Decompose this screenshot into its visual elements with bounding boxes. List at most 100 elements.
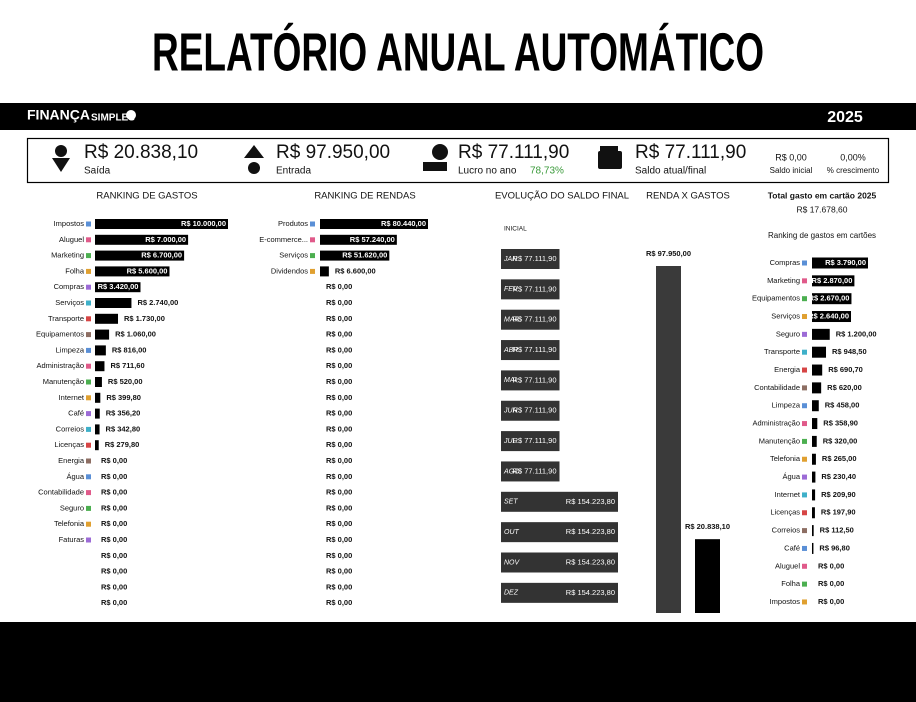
value-label: R$ 0,00 bbox=[326, 535, 352, 544]
bar bbox=[812, 525, 814, 537]
bar bbox=[812, 275, 855, 287]
category-label: Internet bbox=[775, 490, 801, 499]
balance-bar bbox=[501, 249, 560, 269]
value-label: R$ 3.790,00 bbox=[825, 258, 866, 267]
value-label: R$ 10.000,00 bbox=[181, 219, 226, 228]
value-label: R$ 458,00 bbox=[825, 401, 860, 410]
section-title: RANKING DE GASTOS bbox=[96, 191, 197, 202]
bar bbox=[812, 346, 827, 358]
category-label: Água bbox=[782, 472, 800, 481]
month-label: DEZ bbox=[504, 590, 519, 597]
category-icon bbox=[86, 237, 91, 243]
content: R$ 20.838,10 Saída R$ 97.950,00 Entrada R$ 7… bbox=[36, 142, 880, 613]
value-label: R$ 6.700,00 bbox=[141, 251, 182, 260]
value-label: R$ 3.420,00 bbox=[98, 282, 139, 291]
value-label: R$ 7.000,00 bbox=[145, 235, 186, 244]
value-label: R$ 711,60 bbox=[110, 361, 144, 370]
balance-bar bbox=[501, 461, 560, 482]
category-icon bbox=[802, 510, 807, 516]
value-label: R$ 342,80 bbox=[106, 424, 141, 433]
value-label: R$ 1.730,00 bbox=[124, 314, 165, 323]
category-label: Faturas bbox=[59, 535, 85, 544]
section-title: EVOLUÇÃO DO SALDO FINAL bbox=[495, 191, 629, 202]
category-icon bbox=[802, 403, 807, 409]
card-total: R$ 17.678,60 bbox=[796, 204, 847, 214]
month-label: JUL bbox=[503, 438, 517, 445]
value-label: R$ 197,90 bbox=[821, 508, 856, 517]
category-label: Manutenção bbox=[43, 377, 84, 386]
category-label: Contabilidade bbox=[38, 488, 84, 497]
card-label: Entrada bbox=[276, 166, 311, 177]
value-label: R$ 0,00 bbox=[818, 597, 844, 606]
value-label: R$ 0,00 bbox=[101, 551, 127, 560]
category-icon bbox=[86, 268, 91, 274]
category-icon bbox=[802, 421, 807, 427]
bar bbox=[95, 424, 100, 435]
value-label: R$ 0,00 bbox=[101, 535, 127, 544]
section-title: RENDA X GASTOS bbox=[646, 191, 730, 202]
value-label: R$ 1.200,00 bbox=[836, 329, 877, 338]
category-icon bbox=[310, 237, 315, 243]
category-label: Folha bbox=[781, 579, 801, 588]
balance-bar bbox=[501, 552, 618, 573]
value-label: R$ 0,00 bbox=[326, 440, 352, 449]
category-icon bbox=[86, 300, 91, 306]
category-label: Telefonia bbox=[770, 454, 801, 463]
year: 2025 bbox=[827, 109, 863, 126]
bar bbox=[95, 329, 110, 340]
value-label: R$ 0,00 bbox=[818, 579, 844, 588]
value-label: R$ 97.950,00 bbox=[646, 249, 691, 258]
value-label: R$ 0,00 bbox=[101, 519, 127, 528]
category-label: Transporte bbox=[48, 314, 84, 323]
value-label: R$ 96,80 bbox=[819, 543, 849, 552]
value-label: R$ 0,00 bbox=[326, 519, 352, 528]
bar bbox=[320, 234, 397, 245]
category-icon bbox=[802, 474, 807, 480]
category-label: Equipamentos bbox=[752, 294, 800, 303]
category-label: Impostos bbox=[54, 219, 85, 228]
category-label: Telefonia bbox=[54, 519, 85, 528]
value-label: R$ 0,00 bbox=[101, 567, 127, 576]
category-icon bbox=[86, 458, 91, 464]
balance-bar bbox=[501, 491, 618, 512]
value-label: R$ 77.111,90 bbox=[513, 466, 557, 475]
small-label: Saldo inicial bbox=[770, 166, 813, 175]
card-amount: R$ 77.111,90 bbox=[458, 142, 569, 163]
month-label: MAI bbox=[504, 377, 517, 384]
value-label: R$ 948,50 bbox=[832, 347, 867, 356]
bar bbox=[95, 234, 189, 245]
value-label: R$ 2.870,00 bbox=[812, 276, 853, 285]
section-title: RANKING DE RENDAS bbox=[314, 191, 415, 202]
value-label: R$ 77.111,90 bbox=[513, 254, 557, 263]
category-icon bbox=[802, 456, 807, 462]
summary-box bbox=[26, 137, 890, 184]
bar bbox=[320, 266, 329, 277]
value-label: R$ 0,00 bbox=[326, 282, 352, 291]
category-icon bbox=[310, 253, 315, 259]
bar bbox=[95, 440, 99, 451]
value-label: R$ 0,00 bbox=[326, 472, 352, 481]
bar bbox=[95, 408, 100, 419]
category-label: Seguro bbox=[60, 503, 84, 512]
bar bbox=[95, 282, 141, 293]
icon-saida bbox=[52, 145, 70, 172]
value-label: R$ 0,00 bbox=[326, 456, 352, 465]
category-label: Administração bbox=[36, 361, 84, 370]
value-label: R$ 51.620,00 bbox=[342, 251, 387, 260]
category-label: Serviços bbox=[771, 312, 800, 321]
category-icon bbox=[802, 278, 807, 284]
category-label: Energia bbox=[58, 456, 85, 465]
value-label: R$ 0,00 bbox=[326, 424, 352, 433]
category-label: Aluguel bbox=[775, 561, 800, 570]
category-label: Equipamentos bbox=[36, 330, 84, 339]
category-label: Administração bbox=[752, 419, 800, 428]
category-icon bbox=[86, 221, 91, 227]
value-label: R$ 77.111,90 bbox=[513, 375, 557, 384]
bar bbox=[812, 435, 817, 447]
value-label: R$ 77.111,90 bbox=[513, 436, 557, 445]
category-icon bbox=[802, 545, 807, 551]
bar bbox=[812, 382, 822, 394]
month-label: JAN bbox=[503, 256, 518, 263]
bar bbox=[95, 266, 170, 277]
